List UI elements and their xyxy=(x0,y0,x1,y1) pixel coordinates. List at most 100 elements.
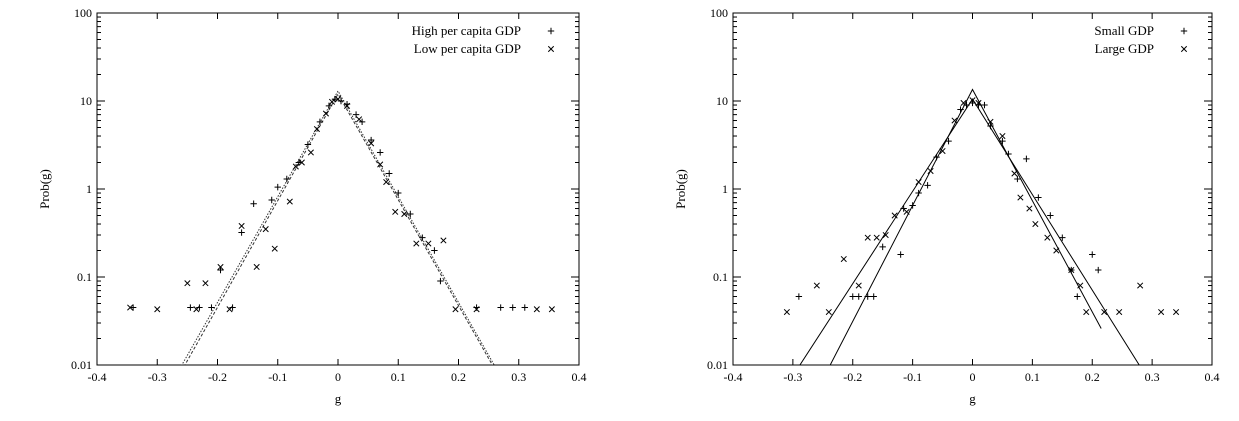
plot-frame xyxy=(732,12,1213,366)
data-point-plus xyxy=(316,118,324,126)
data-point-cross xyxy=(343,102,351,109)
data-point-cross xyxy=(951,117,958,124)
data-point-plus xyxy=(437,277,444,285)
data-point-plus xyxy=(864,293,871,300)
data-point-plus xyxy=(915,189,922,197)
data-point-cross xyxy=(927,167,934,175)
data-point-plus xyxy=(1005,150,1012,158)
series-cross xyxy=(127,96,555,313)
data-point-plus xyxy=(497,304,504,311)
data-point-plus xyxy=(431,247,438,254)
data-point-plus xyxy=(268,196,275,204)
data-point-cross xyxy=(238,222,245,230)
fit-line-dashed xyxy=(184,92,493,365)
data-point-plus xyxy=(849,293,856,300)
data-point-plus xyxy=(325,102,333,110)
x-tick-label: 0.2 xyxy=(451,370,466,384)
data-point-plus xyxy=(196,304,203,311)
data-point-cross xyxy=(1173,308,1180,316)
y-tick-label: 10 xyxy=(80,94,92,108)
data-point-plus xyxy=(957,106,964,113)
data-point-cross xyxy=(975,99,982,107)
legend-marker-plus xyxy=(547,27,555,35)
chart-right: -0.4 -0.3 -0.2 -0.1 0 0.1 0.2 0.3 0.4 0.01 0.1 1 10 1… xyxy=(620,0,1239,416)
data-point-cross xyxy=(891,212,898,219)
fit-lines xyxy=(181,89,495,365)
data-point-plus xyxy=(509,304,516,311)
legend-label: Large GDP xyxy=(1095,41,1154,56)
data-point-cross xyxy=(401,210,408,218)
legend-marker-cross xyxy=(547,45,555,53)
x-tick-label: -0.3 xyxy=(783,370,802,384)
data-point-cross xyxy=(473,306,480,313)
x-tick-label: 0.3 xyxy=(1145,370,1160,384)
fit-line-solid xyxy=(799,98,1140,365)
data-point-cross xyxy=(440,237,447,244)
data-point-cross xyxy=(377,161,384,168)
data-point-plus xyxy=(352,111,360,118)
data-point-cross xyxy=(1026,205,1033,212)
data-point-cross xyxy=(1077,282,1084,289)
data-point-cross xyxy=(1116,308,1123,316)
data-point-cross xyxy=(840,255,847,263)
chart-left: -0.4 -0.3 -0.2 -0.1 0 0.1 0.2 0.3 0.4 0.01 0.1 1 10 1… xyxy=(0,0,620,416)
y-tick-label: 10 xyxy=(716,94,728,108)
data-point-plus xyxy=(367,136,375,144)
data-point-plus xyxy=(900,205,907,212)
data-point-plus xyxy=(870,293,877,300)
legend-label: Small GDP xyxy=(1094,23,1154,38)
data-point-cross xyxy=(1068,266,1075,274)
x-tick-label: -0.4 xyxy=(724,370,743,384)
chart-left-svg: -0.4 -0.3 -0.2 -0.1 0 0.1 0.2 0.3 0.4 0.01 0.1 1 10 1… xyxy=(37,6,587,406)
legend-label: High per capita GDP xyxy=(412,23,521,38)
data-point-plus xyxy=(855,293,862,300)
data-point-plus xyxy=(217,266,224,274)
data-point-plus xyxy=(395,189,402,197)
data-point-cross xyxy=(307,149,314,156)
data-point-cross xyxy=(999,132,1006,140)
data-point-cross xyxy=(873,234,880,241)
data-point-cross xyxy=(383,178,390,186)
data-point-cross xyxy=(825,308,832,316)
data-point-plus xyxy=(295,159,303,166)
x-tick-label: 0.1 xyxy=(391,370,406,384)
data-point-cross xyxy=(548,306,555,313)
y-tick-label: 0.01 xyxy=(71,358,92,372)
data-point-cross xyxy=(292,163,299,170)
data-point-cross xyxy=(533,306,540,313)
data-point-plus xyxy=(304,141,312,148)
x-tick-label: -0.1 xyxy=(268,370,287,384)
series-plus xyxy=(129,95,528,311)
data-point-plus xyxy=(924,182,931,189)
data-point-cross xyxy=(226,306,233,313)
data-point-cross xyxy=(413,240,420,247)
data-point-cross xyxy=(1158,308,1165,316)
data-point-cross xyxy=(271,245,278,252)
data-point-plus xyxy=(945,137,952,145)
data-point-plus xyxy=(238,229,245,236)
x-axis-label: g xyxy=(969,391,976,406)
data-point-cross xyxy=(253,263,260,271)
x-tick-label: -0.4 xyxy=(88,370,107,384)
data-point-plus xyxy=(250,200,257,207)
data-point-plus xyxy=(386,170,393,177)
x-axis-label: g xyxy=(335,391,342,406)
legend-marker-plus xyxy=(1180,27,1188,35)
data-point-cross xyxy=(1053,247,1060,254)
data-point-cross xyxy=(783,308,790,316)
data-point-plus xyxy=(795,293,803,300)
data-point-cross xyxy=(1044,234,1051,241)
data-point-cross xyxy=(1011,170,1018,177)
data-point-cross xyxy=(969,97,976,104)
data-point-plus xyxy=(129,304,137,311)
data-point-cross xyxy=(392,208,399,215)
data-point-cross xyxy=(452,306,459,313)
x-tick-label: -0.1 xyxy=(903,370,922,384)
data-point-plus xyxy=(1074,293,1081,300)
y-tick-label: 100 xyxy=(710,6,728,20)
data-point-cross xyxy=(915,178,922,186)
data-point-cross xyxy=(987,118,994,125)
data-point-plus xyxy=(283,175,290,183)
y-tick-label: 1 xyxy=(722,182,728,196)
data-point-plus xyxy=(1014,175,1021,183)
